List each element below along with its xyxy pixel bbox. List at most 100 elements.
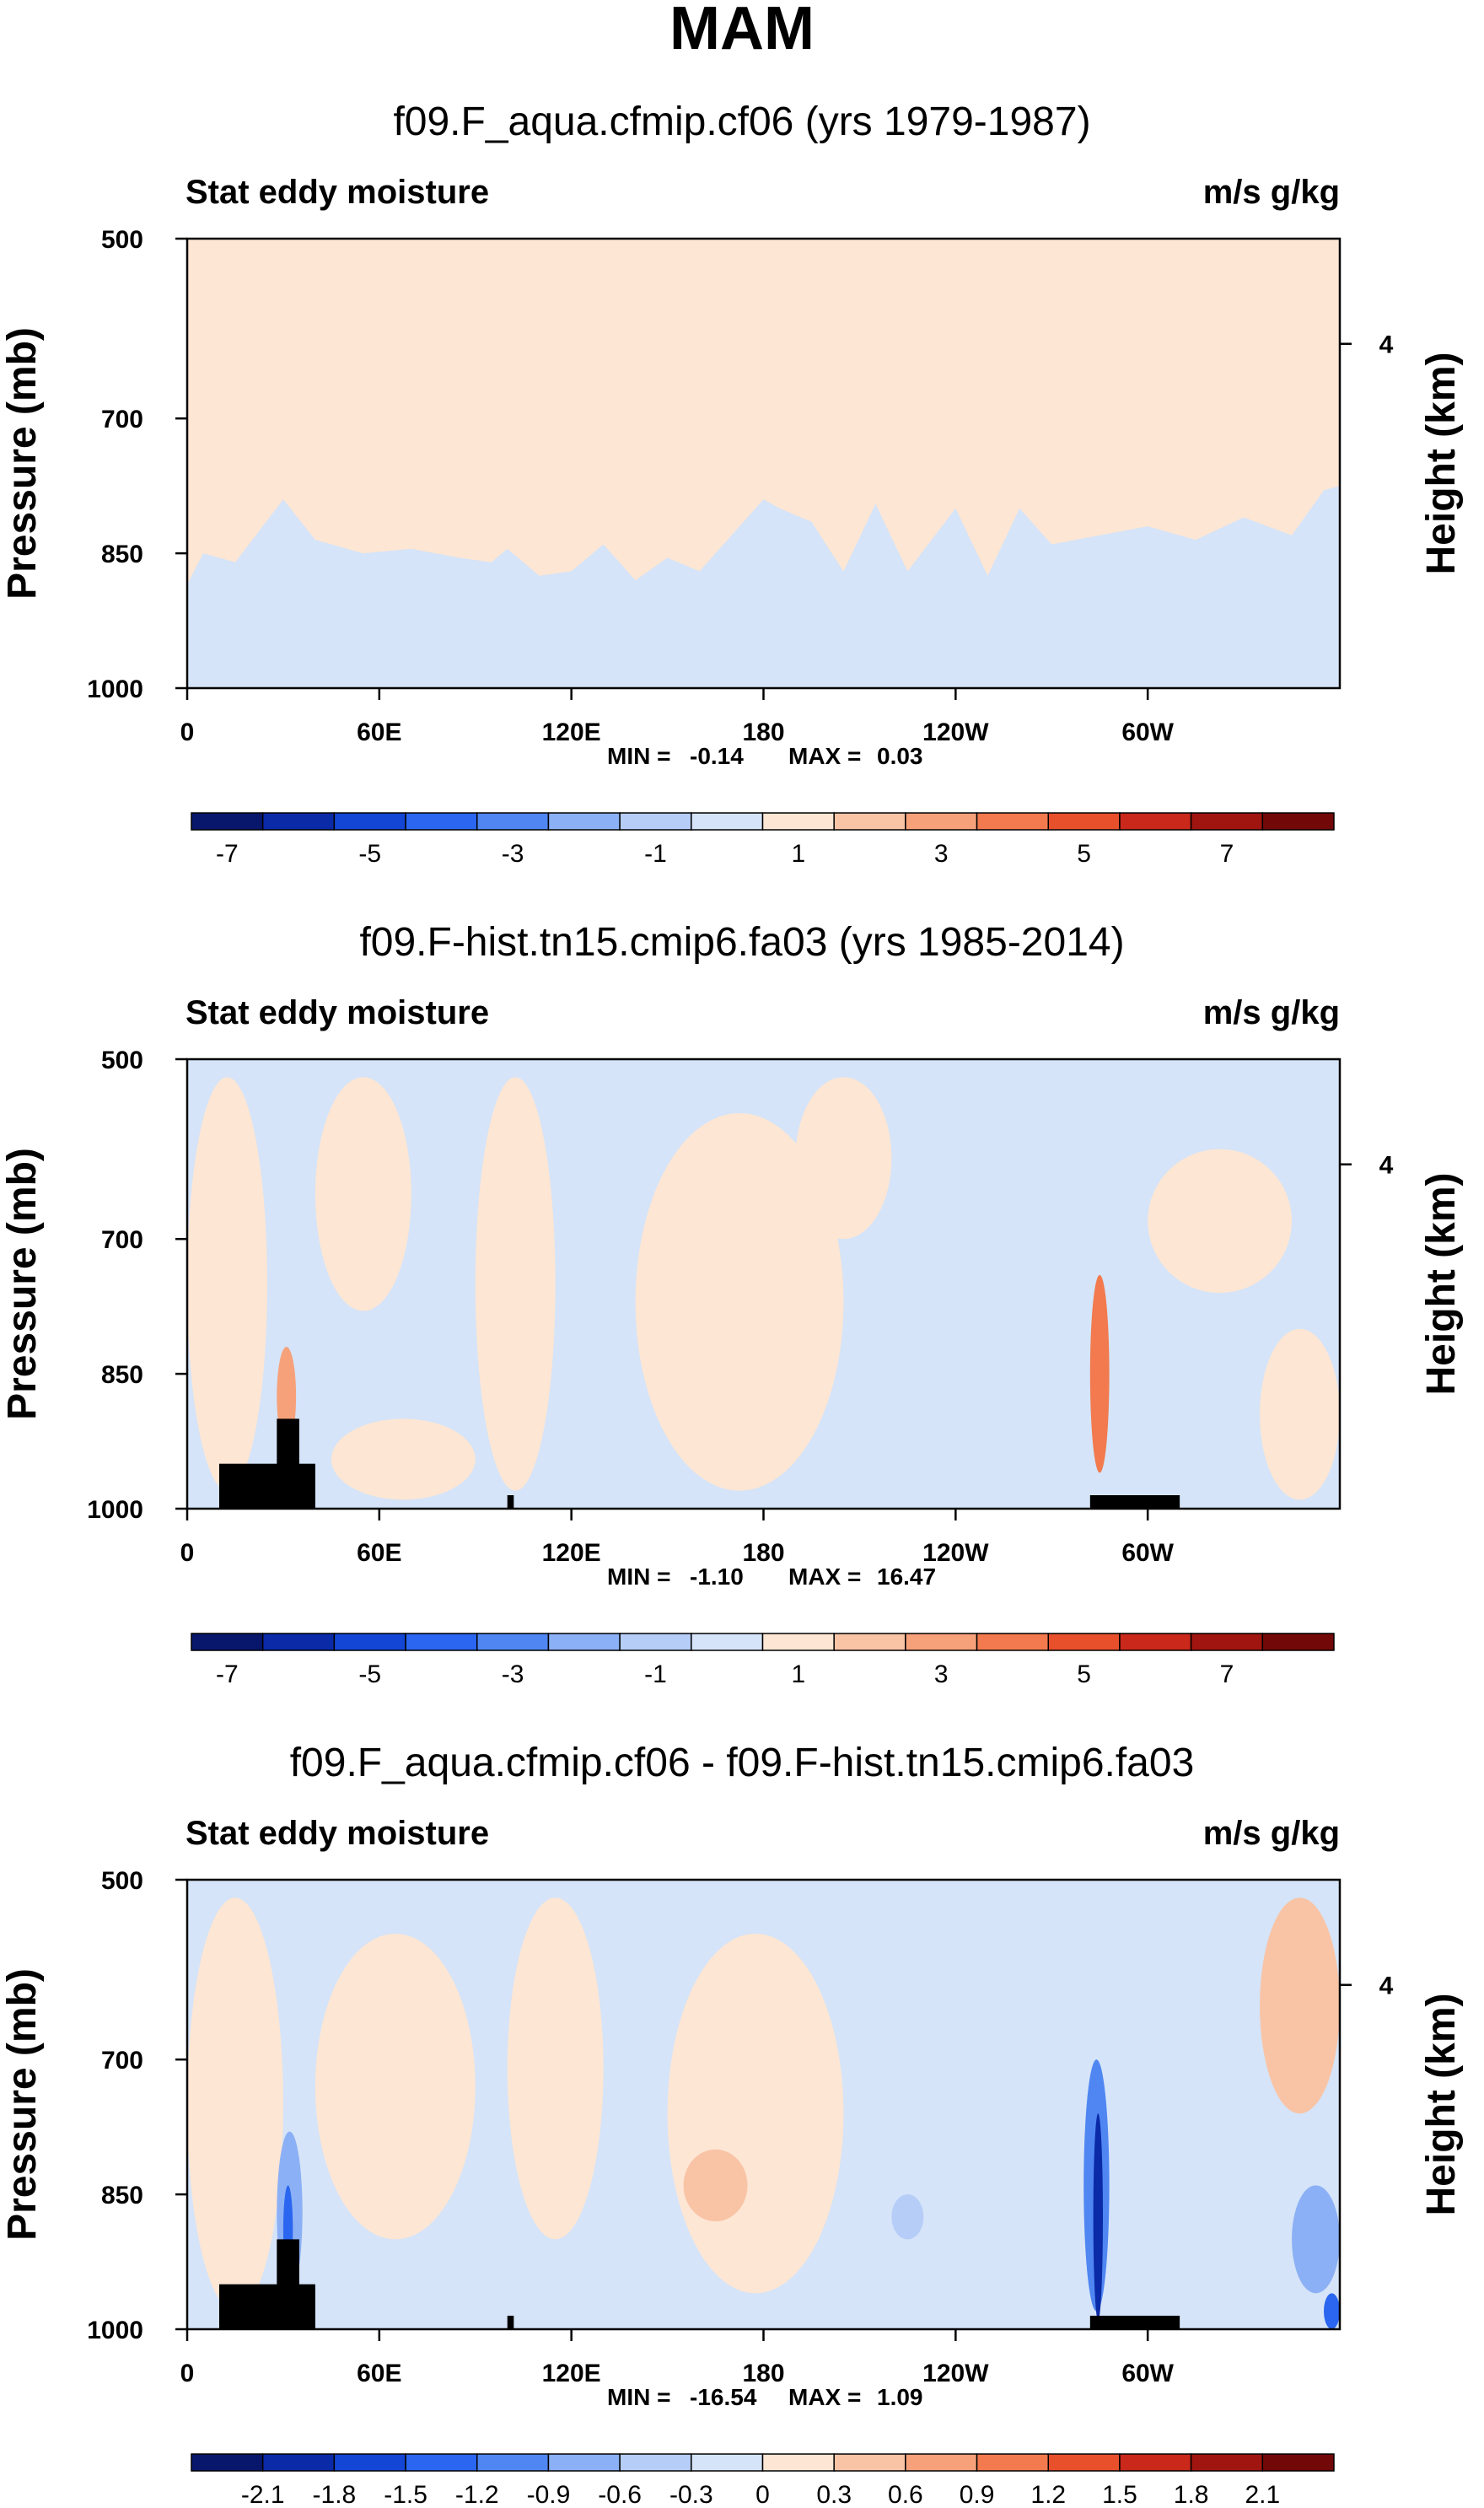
colorbar-swatch	[333, 2453, 406, 2472]
colorbar-label: 5	[1077, 840, 1091, 868]
x-tick-label: 120W	[922, 718, 989, 746]
colorbar-label: 0.6	[888, 2481, 923, 2508]
colorbar-swatch	[405, 1633, 478, 1651]
colorbar-swatch	[1261, 2453, 1335, 2472]
colorbar-swatch	[191, 2453, 264, 2472]
colorbar-label: -1.2	[455, 2481, 499, 2508]
colorbar-swatch	[547, 1633, 621, 1651]
contour-region	[1260, 1328, 1340, 1500]
topography-block	[218, 2284, 315, 2329]
right-axis-title: Height (km)	[1419, 1173, 1464, 1396]
colorbar-label: -0.6	[598, 2481, 642, 2508]
panels: f09.F_aqua.cfmip.cf06 (yrs 1979-1987) Sta…	[0, 100, 1464, 2508]
topography-block	[277, 1418, 299, 1509]
colorbar-swatch	[1190, 1633, 1264, 1651]
colorbar-swatch	[547, 2453, 621, 2472]
max-label: MAX =	[788, 1563, 861, 1590]
x-tick-label: 60E	[357, 718, 401, 746]
panel-title: f09.F_aqua.cfmip.cf06 - f09.F-hist.tn15.…	[290, 1741, 1195, 1785]
x-tick-label: 0	[180, 1539, 195, 1567]
x-tick-label: 180	[742, 718, 784, 746]
panel-3: f09.F_aqua.cfmip.cf06 - f09.F-hist.tn15.…	[0, 1741, 1464, 2508]
colorbar: -7 -5 -3 -1 1 3 5 7	[191, 812, 1335, 868]
topography-block	[507, 1495, 514, 1509]
contour-region	[1292, 2185, 1341, 2294]
colorbar-label: -2.1	[241, 2481, 285, 2508]
topography-block	[218, 1463, 315, 1509]
units-label: m/s g/kg	[1203, 994, 1340, 1031]
colorbar-swatch	[691, 1633, 764, 1651]
x-tick-label: 60W	[1121, 718, 1174, 746]
colorbar-swatch	[833, 2453, 906, 2472]
x-tick-label: 60E	[357, 2360, 401, 2387]
min-value: -0.14	[690, 743, 744, 769]
main-title: MAM	[669, 0, 815, 62]
colorbar-label: 1.2	[1030, 2481, 1066, 2508]
x-tick-label: 120W	[922, 1539, 989, 1567]
colorbar-label: -7	[216, 840, 239, 868]
colorbar-label: -7	[216, 1660, 239, 1688]
colorbar-label: -5	[358, 1660, 381, 1688]
contour-region	[315, 1077, 411, 1311]
colorbar-swatch	[1047, 2453, 1121, 2472]
field-label: Stat eddy moisture	[186, 174, 489, 211]
colorbar-swatch	[691, 2453, 764, 2472]
colorbar-swatch	[476, 812, 550, 831]
contour-region	[1148, 1149, 1293, 1294]
colorbar-swatch	[191, 1633, 264, 1651]
colorbar-label: -5	[358, 840, 381, 868]
topography-block	[277, 2239, 299, 2329]
colorbar-swatch	[905, 1633, 978, 1651]
colorbar-swatch	[619, 812, 692, 831]
colorbar-swatch	[476, 1633, 550, 1651]
colorbar-label: 3	[934, 840, 949, 868]
panel-title: f09.F_aqua.cfmip.cf06 (yrs 1979-1987)	[393, 100, 1090, 144]
colorbar-label: 1	[792, 840, 806, 868]
colorbar-swatch	[1119, 1633, 1192, 1651]
max-value: 16.47	[877, 1563, 936, 1590]
contour-region	[507, 1897, 604, 2240]
colorbar-label: 0.9	[960, 2481, 995, 2508]
colorbar-swatch	[1119, 2453, 1192, 2472]
y-tick-label: 500	[101, 1047, 143, 1074]
contour-region	[1093, 2113, 1104, 2321]
colorbar-swatch	[761, 2453, 835, 2472]
colorbar-swatch	[261, 1633, 336, 1651]
colorbar-swatch	[905, 812, 978, 831]
contour-region	[635, 1112, 844, 1491]
topography-block	[1089, 2316, 1180, 2329]
colorbar-label: 7	[1220, 840, 1234, 868]
colorbar-swatch	[1190, 2453, 1264, 2472]
x-tick-label: 120E	[542, 718, 601, 746]
colorbar-label: -0.9	[527, 2481, 571, 2508]
y-axis-title: Pressure (mb)	[0, 1148, 45, 1420]
y-tick-label: 500	[101, 1867, 143, 1895]
y-axis-title: Pressure (mb)	[0, 1968, 45, 2241]
right-tick-label: 4	[1379, 1972, 1394, 2000]
colorbar-label: -1.5	[384, 2481, 427, 2508]
contour-region	[475, 1077, 556, 1491]
panel-1: f09.F_aqua.cfmip.cf06 (yrs 1979-1987) Sta…	[0, 100, 1464, 868]
colorbar-label: -1	[644, 840, 667, 868]
x-tick-label: 180	[742, 1539, 784, 1567]
colorbar-label: -1	[644, 1660, 667, 1688]
colorbar-label: -1.8	[313, 2481, 357, 2508]
y-tick-label: 850	[101, 2182, 143, 2209]
x-tick-label: 0	[180, 2360, 195, 2387]
x-tick-label: 120E	[542, 2360, 601, 2387]
colorbar-swatch	[476, 2453, 550, 2472]
colorbar-swatch	[191, 812, 264, 831]
y-tick-label: 1000	[87, 1496, 143, 1524]
x-tick-label: 120E	[542, 1539, 601, 1567]
contour-region	[1324, 2293, 1340, 2329]
x-tick-label: 180	[742, 2360, 784, 2387]
colorbar-label: -3	[502, 840, 524, 868]
contour-region	[683, 2149, 748, 2222]
contour-region	[187, 1897, 283, 2312]
colorbar-swatch	[691, 812, 764, 831]
min-label: MIN =	[607, 1563, 670, 1590]
colorbar-label: 5	[1077, 1660, 1091, 1688]
min-value: -1.10	[690, 1563, 744, 1590]
units-label: m/s g/kg	[1203, 174, 1340, 211]
